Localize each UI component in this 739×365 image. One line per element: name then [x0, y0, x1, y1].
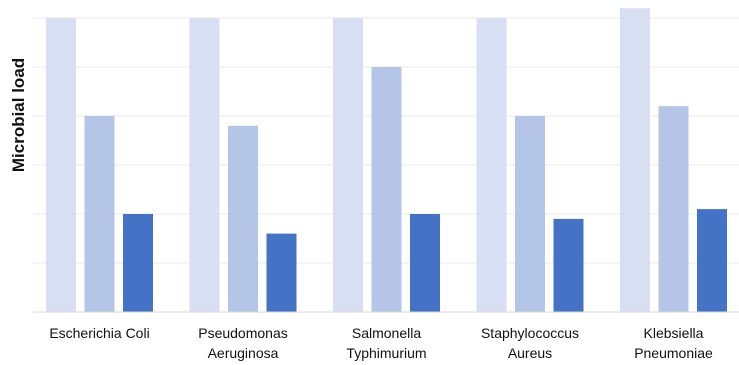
- bar-1-series-1: [46, 18, 76, 312]
- bar-2-series-1: [189, 18, 220, 312]
- bar-5-series-3: [697, 209, 727, 312]
- bar-4-series-2: [515, 116, 545, 312]
- x-tick-labels: Escherichia Coli Pseudomonas Aeruginosa Sal…: [49, 325, 713, 361]
- x-tick-label: Pseudomonas Aeruginosa: [198, 325, 288, 361]
- bar-5-series-2: [658, 106, 689, 312]
- bar-3-series-2: [371, 67, 402, 312]
- bar-2-series-3: [266, 233, 297, 312]
- bar-1-series-3: [123, 214, 153, 312]
- bars: [46, 8, 727, 312]
- y-axis-title: Microbial load: [9, 58, 28, 172]
- x-tick-label: Klebsiella Pneumoniae: [634, 325, 713, 361]
- bar-4-series-1: [476, 18, 507, 312]
- x-tick-label: Salmonella Typhimurium: [346, 325, 426, 361]
- x-tick-label: Staphylococcus Aureus: [481, 325, 579, 361]
- x-tick-label: Escherichia Coli: [49, 325, 149, 341]
- bar-4-series-3: [553, 218, 584, 312]
- bar-1-series-2: [84, 116, 115, 312]
- bar-2-series-2: [228, 125, 258, 312]
- bar-5-series-1: [620, 8, 650, 312]
- bar-3-series-3: [410, 214, 440, 312]
- bar-3-series-1: [333, 18, 363, 312]
